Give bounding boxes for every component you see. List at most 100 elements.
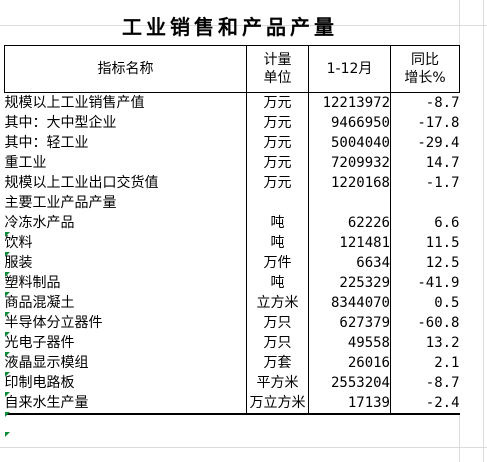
- cell-indicator-name[interactable]: 印制电路板: [4, 375, 75, 391]
- error-indicator-icon[interactable]: [5, 272, 10, 277]
- cell-value[interactable]: 9466950: [308, 113, 391, 133]
- cell-indicator-name[interactable]: 商品混凝土: [4, 295, 75, 311]
- header-label: 指标名称: [97, 61, 154, 77]
- error-indicator-icon[interactable]: [5, 372, 10, 377]
- cell-value[interactable]: 49558: [308, 333, 391, 353]
- cell-value[interactable]: 5004040: [308, 133, 391, 153]
- cell-yoy[interactable]: -8.7: [425, 375, 460, 391]
- cell-yoy[interactable]: 2.1: [434, 355, 460, 371]
- table-row: 塑料制品 吨 225329 -41.9: [5, 273, 460, 293]
- header-cell-unit[interactable]: 计量 单位: [246, 45, 309, 93]
- table-header-row: 指标名称 计量 单位 1-12月 同比 增长%: [4, 45, 460, 93]
- cell-yoy[interactable]: -41.9: [417, 275, 460, 291]
- data-table: 指标名称 计量 单位 1-12月 同比 增长% 规模以上工业销售产值 万元 12…: [4, 45, 460, 415]
- header-label: 1-12月: [326, 61, 373, 77]
- error-indicator-icon[interactable]: [5, 292, 10, 297]
- cell-indicator-name[interactable]: 主要工业产品产量: [4, 195, 117, 211]
- header-cell-yoy[interactable]: 同比 增长%: [390, 45, 460, 93]
- table-row: 规模以上工业销售产值 万元 12213972 -8.7: [4, 92, 460, 113]
- cell-unit[interactable]: 万元: [246, 173, 309, 193]
- cell-yoy[interactable]: 0.5: [434, 295, 460, 311]
- table-row: 半导体分立器件 万只 627379 -60.8: [5, 313, 460, 333]
- cell-value[interactable]: 1220168: [308, 173, 391, 193]
- cell-value[interactable]: 12213972: [308, 92, 391, 113]
- table-row: 主要工业产品产量: [5, 193, 460, 213]
- cell-yoy[interactable]: -2.4: [390, 393, 460, 415]
- cell-value[interactable]: 627379: [308, 313, 391, 333]
- cell-yoy[interactable]: 6.6: [434, 215, 460, 231]
- table-row: 冷冻水产品 吨 62226 6.6: [5, 213, 460, 233]
- cell-unit[interactable]: 万元: [246, 113, 309, 133]
- cell-indicator-name[interactable]: 饮料: [4, 235, 33, 251]
- cell-yoy[interactable]: -60.8: [417, 315, 460, 331]
- cell-yoy[interactable]: -17.8: [417, 115, 460, 131]
- cell-value[interactable]: 7209932: [308, 153, 391, 173]
- cell-yoy[interactable]: [391, 193, 460, 213]
- cell-unit[interactable]: 平方米: [246, 373, 309, 393]
- cell-indicator-name[interactable]: 其中：轻工业: [4, 135, 89, 151]
- cell-value[interactable]: 26016: [308, 353, 391, 373]
- cell-indicator-name[interactable]: 液晶显示模组: [4, 355, 89, 371]
- cell-value[interactable]: 121481: [308, 233, 391, 253]
- cell-indicator-name[interactable]: 服装: [4, 255, 33, 271]
- cell-unit[interactable]: 万只: [246, 333, 309, 353]
- cell-indicator-name[interactable]: 光电子器件: [4, 335, 75, 351]
- cell-value[interactable]: [308, 193, 391, 213]
- cell-unit[interactable]: 立方米: [246, 293, 309, 313]
- cell-value[interactable]: 225329: [308, 273, 391, 293]
- header-cell-name[interactable]: 指标名称: [4, 45, 247, 93]
- cell-unit[interactable]: 吨: [246, 233, 309, 253]
- error-indicator-icon[interactable]: [5, 232, 10, 237]
- cell-yoy[interactable]: -8.7: [425, 95, 460, 111]
- header-label: 计量: [263, 52, 292, 68]
- table-row: 服装 万件 6634 12.5: [5, 253, 460, 273]
- cell-value[interactable]: 8344070: [308, 293, 391, 313]
- cell-yoy[interactable]: -29.4: [417, 135, 460, 151]
- header-label: 增长%: [404, 70, 446, 86]
- cell-yoy[interactable]: 14.7: [425, 155, 460, 171]
- gridline: [0, 447, 487, 448]
- gridline: [0, 25, 487, 26]
- table-row: 印制电路板 平方米 2553204 -8.7: [5, 373, 460, 393]
- cell-yoy[interactable]: -1.7: [425, 175, 460, 191]
- error-indicator-icon[interactable]: [5, 312, 10, 317]
- cell-indicator-name[interactable]: 其中：大中型企业: [4, 115, 117, 131]
- cell-yoy[interactable]: 13.2: [425, 335, 460, 351]
- cell-unit[interactable]: 万元: [246, 92, 309, 113]
- cell-unit[interactable]: 万件: [246, 253, 309, 273]
- cell-unit[interactable]: 万元: [246, 153, 309, 173]
- cell-indicator-name[interactable]: 自来水生产量: [4, 393, 247, 415]
- cell-indicator-name[interactable]: 冷冻水产品: [4, 215, 75, 231]
- cell-yoy[interactable]: 11.5: [425, 235, 460, 251]
- cell-unit[interactable]: 万元: [246, 133, 309, 153]
- cell-yoy[interactable]: 12.5: [425, 255, 460, 271]
- cell-indicator-name[interactable]: 规模以上工业出口交货值: [4, 175, 159, 191]
- error-indicator-icon[interactable]: [5, 352, 10, 357]
- cell-value[interactable]: 62226: [308, 213, 391, 233]
- cell-value[interactable]: 6634: [308, 253, 391, 273]
- cell-indicator-name[interactable]: 半导体分立器件: [4, 315, 103, 331]
- cell-unit[interactable]: 万立方米: [246, 393, 309, 415]
- cell-indicator-name[interactable]: 塑料制品: [4, 275, 61, 291]
- header-label: 单位: [263, 70, 292, 86]
- cell-unit[interactable]: 万只: [246, 313, 309, 333]
- cell-unit[interactable]: 吨: [246, 273, 309, 293]
- header-cell-period[interactable]: 1-12月: [308, 45, 391, 93]
- cell-unit[interactable]: [246, 193, 309, 213]
- cell-value[interactable]: 2553204: [308, 373, 391, 393]
- cell-indicator-name[interactable]: 规模以上工业销售产值: [4, 95, 145, 111]
- cell-unit[interactable]: 万套: [246, 353, 309, 373]
- cell-value[interactable]: 17139: [308, 393, 391, 415]
- table-row: 商品混凝土 立方米 8344070 0.5: [5, 293, 460, 313]
- error-indicator-icon[interactable]: [5, 392, 10, 397]
- table-row: 自来水生产量 万立方米 17139 -2.4: [4, 393, 460, 415]
- error-indicator-icon[interactable]: [5, 332, 10, 337]
- error-indicator-icon[interactable]: [5, 412, 10, 417]
- table-row: 重工业 万元 7209932 14.7: [5, 153, 460, 173]
- gridline: [483, 0, 484, 462]
- cell-indicator-name[interactable]: 重工业: [4, 155, 47, 171]
- error-indicator-icon[interactable]: [5, 432, 10, 437]
- cell-unit[interactable]: 吨: [246, 213, 309, 233]
- error-indicator-icon[interactable]: [5, 252, 10, 257]
- table-row: 其中：大中型企业 万元 9466950 -17.8: [5, 113, 460, 133]
